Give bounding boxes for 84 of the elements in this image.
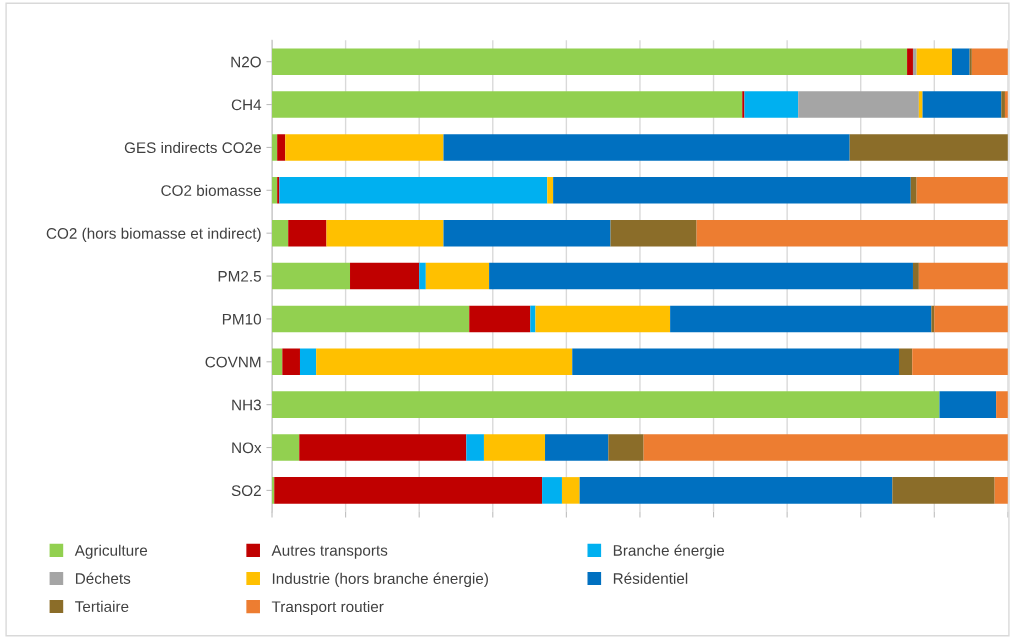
bar (696, 219, 1008, 247)
bar (918, 91, 923, 118)
y-tick-label: NH3 (232, 399, 261, 411)
bar (951, 48, 970, 75)
bar (483, 434, 546, 461)
legend-label: Tertiaire (75, 600, 129, 612)
bar (443, 219, 611, 247)
bar (282, 348, 300, 376)
bar (798, 91, 919, 118)
bar (272, 48, 908, 75)
bar (996, 391, 1008, 418)
bar (553, 177, 911, 204)
bar (916, 48, 952, 75)
bar (469, 305, 531, 333)
y-tick-label: CO2 biomasse (161, 184, 261, 196)
bar (561, 477, 580, 504)
bar (279, 177, 548, 204)
legend-label: Industrie (hors branche énergie) (272, 572, 488, 588)
y-tick-label: PM10 (222, 313, 262, 325)
legend-label: Déchets (75, 572, 131, 584)
bar (285, 134, 444, 161)
bar (912, 262, 919, 290)
bar (643, 434, 1008, 461)
bar (910, 177, 917, 204)
legend-label: Branche énergie (613, 544, 725, 559)
y-tick-label: CO2 (hors biomasse et indirect) (46, 227, 261, 242)
bar (272, 262, 351, 290)
bar (907, 48, 913, 75)
bar (971, 48, 1008, 75)
legend-label: Résidentiel (613, 572, 688, 584)
bar (547, 177, 554, 204)
legend-label: Transport routier (271, 600, 384, 616)
bar (892, 477, 995, 504)
bar (425, 262, 490, 290)
bar (744, 91, 799, 118)
y-tick-label: PM2.5 (218, 270, 261, 282)
bar (916, 177, 1008, 204)
bar (272, 434, 300, 461)
bar (610, 219, 697, 247)
bar (545, 434, 609, 461)
bar (288, 219, 327, 247)
bar (939, 391, 997, 418)
bar (272, 219, 289, 247)
bar (572, 348, 899, 376)
bar (272, 391, 940, 418)
bar (326, 219, 444, 247)
bar (274, 477, 543, 504)
bar (277, 177, 280, 204)
bar (934, 305, 1008, 333)
bar (299, 348, 317, 376)
bar (443, 134, 850, 161)
bar (535, 305, 671, 333)
bar (419, 262, 426, 290)
bar (277, 134, 286, 161)
y-tick-label: SO2 (231, 485, 261, 497)
bar (272, 91, 743, 118)
bar (849, 134, 1008, 161)
bar (931, 305, 935, 333)
y-tick-label: COVNM (205, 356, 261, 368)
y-tick-label: CH4 (231, 99, 262, 111)
bar (608, 434, 644, 461)
bar (272, 305, 470, 333)
bar (912, 48, 917, 75)
bar (530, 305, 536, 333)
bar (316, 348, 573, 376)
bar (579, 477, 893, 504)
bar (299, 434, 467, 461)
bar (969, 48, 972, 75)
bar (742, 91, 745, 118)
bar (898, 348, 913, 376)
y-tick-label: GES indirects CO2e (124, 141, 261, 154)
bar (542, 477, 562, 504)
legend-label: Autres transports (271, 545, 388, 559)
bar (670, 305, 932, 333)
bar (489, 262, 913, 290)
bar (994, 477, 1008, 504)
legend-label: Agriculture (74, 544, 148, 559)
bar (466, 434, 484, 461)
bar (918, 262, 1008, 290)
bar (922, 91, 1002, 118)
bar (912, 348, 1008, 376)
y-tick-label: N2O (231, 56, 261, 68)
y-tick-label: NOx (232, 442, 262, 454)
bar (350, 262, 420, 290)
